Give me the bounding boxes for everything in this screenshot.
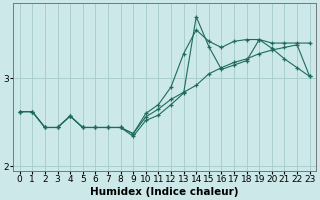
X-axis label: Humidex (Indice chaleur): Humidex (Indice chaleur) (91, 187, 239, 197)
